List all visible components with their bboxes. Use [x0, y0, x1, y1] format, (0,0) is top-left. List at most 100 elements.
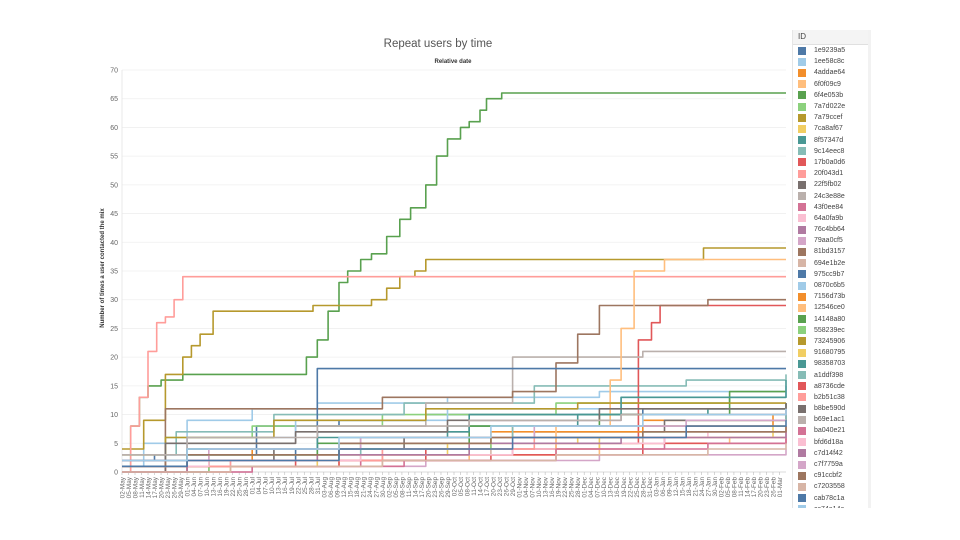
legend-swatch [798, 203, 806, 212]
x-tick-label: 10-Nov [536, 476, 543, 497]
x-tick-label: 03-Jan [653, 477, 660, 497]
series-line-12546ce0[interactable] [122, 258, 786, 473]
series-line-cab78c1a[interactable] [122, 420, 787, 468]
series-line-24c3e88e[interactable] [122, 350, 786, 462]
legend-scrollbar[interactable] [868, 30, 871, 508]
legend-label: 1ee58c8c [814, 58, 845, 66]
legend-label: 694e1b2e [814, 259, 846, 267]
legend-item-79aa0cf5[interactable]: 79aa0cf5 [793, 235, 871, 246]
series-line-6f4e053b[interactable] [122, 92, 786, 473]
legend-item-694e1b2e[interactable]: 694e1b2e [793, 258, 871, 269]
x-tick-label: 05-Oct [458, 477, 465, 496]
x-tick-label: 26-Sep [438, 477, 445, 498]
y-tick-label: 60 [110, 125, 118, 132]
legend-swatch [798, 460, 806, 469]
x-tick-label: 09-Jan [666, 477, 673, 497]
x-tick-label: 26-Oct [504, 477, 511, 496]
legend-swatch [798, 482, 806, 491]
x-tick-label: 29-Sep [445, 477, 452, 498]
x-tick-label: 22-Dec [627, 476, 634, 497]
legend-swatch [798, 449, 806, 458]
legend-item-a8736cde[interactable]: a8736cde [793, 381, 871, 392]
legend-item-975cc9b7[interactable]: 975cc9b7 [793, 269, 871, 280]
x-tick-label: 04-Nov [523, 476, 530, 497]
legend-item-12546ce0[interactable]: 12546ce0 [793, 302, 871, 313]
x-tick-label: 31-Jul [315, 477, 322, 494]
legend-item-1e9239a5[interactable]: 1e9239a5 [793, 45, 871, 56]
legend-item-7a7d022e[interactable]: 7a7d022e [793, 101, 871, 112]
y-tick-label: 50 [110, 182, 118, 189]
legend-item-64a0fa9b[interactable]: 64a0fa9b [793, 213, 871, 224]
legend-item-c91ccbf2[interactable]: c91ccbf2 [793, 470, 871, 481]
legend-swatch [798, 68, 806, 77]
legend-title: ID [793, 30, 871, 45]
legend-item-b2b51c38[interactable]: b2b51c38 [793, 392, 871, 403]
legend-item-81bd3157[interactable]: 81bd3157 [793, 246, 871, 257]
legend-item-cc74a14a[interactable]: cc74a14a [793, 504, 871, 508]
series-line-7a79ccef[interactable] [122, 247, 786, 450]
x-tick-label: 07-Nov [530, 476, 537, 497]
legend-item-cab78c1a[interactable]: cab78c1a [793, 493, 871, 504]
legend-item-43f0ee84[interactable]: 43f0ee84 [793, 202, 871, 213]
series-line-c7203558[interactable] [122, 443, 787, 473]
legend-label: 43f0ee84 [814, 203, 844, 211]
legend-swatch [798, 247, 806, 256]
x-tick-label: 05-Feb [725, 477, 732, 498]
legend-swatch [798, 169, 806, 178]
legend-item-9c14eec8[interactable]: 9c14eec8 [793, 146, 871, 157]
x-tick-label: 10-Jul [269, 477, 276, 494]
legend-item-76c4bb64[interactable]: 76c4bb64 [793, 224, 871, 235]
legend-item-14148a80[interactable]: 14148a80 [793, 314, 871, 325]
legend-item-8f57347d[interactable]: 8f57347d [793, 135, 871, 146]
legend-item-1ee58c8c[interactable]: 1ee58c8c [793, 56, 871, 67]
series-line-b8be590d[interactable] [122, 403, 787, 462]
series-line-cc74a14a[interactable] [122, 408, 787, 462]
x-tick-label: 08-Sep [399, 477, 406, 498]
x-tick-label: 28-Jul [308, 477, 315, 494]
legend-label: c7203558 [814, 483, 845, 491]
legend-item-c7d14f42[interactable]: c7d14f42 [793, 448, 871, 459]
x-tick-label: 21-Jan [692, 477, 699, 497]
legend-item-bfd6d18a[interactable]: bfd6d18a [793, 437, 871, 448]
series-line-17b0a0d6[interactable] [122, 304, 786, 473]
legend-item-ba040e21[interactable]: ba040e21 [793, 425, 871, 436]
x-tick-label: 16-Nov [549, 476, 556, 497]
legend-item-4addae64[interactable]: 4addae64 [793, 67, 871, 78]
legend-item-a1ddf398[interactable]: a1ddf398 [793, 369, 871, 380]
x-tick-label: 22-Jul [295, 477, 302, 494]
legend-swatch [798, 371, 806, 380]
legend-item-20f043d1[interactable]: 20f043d1 [793, 168, 871, 179]
legend-swatch [798, 303, 806, 312]
legend-item-6f4e053b[interactable]: 6f4e053b [793, 90, 871, 101]
legend-label: cc74a14a [814, 506, 844, 508]
x-tick-label: 21-Aug [360, 477, 367, 498]
y-tick-label: 5 [114, 441, 118, 448]
legend-item-73245906[interactable]: 73245906 [793, 336, 871, 347]
legend-item-c7f7759a[interactable]: c7f7759a [793, 459, 871, 470]
series-line-9c14eec8[interactable] [122, 374, 787, 456]
legend-item-98358703[interactable]: 98358703 [793, 358, 871, 369]
legend-item-b69e1ac1[interactable]: b69e1ac1 [793, 414, 871, 425]
legend-item-22f5fb02[interactable]: 22f5fb02 [793, 179, 871, 190]
series-lines [122, 92, 787, 473]
legend-label: 6f0f09c9 [814, 80, 841, 88]
series-line-20f043d1[interactable] [122, 275, 786, 473]
legend-item-7156d73b[interactable]: 7156d73b [793, 291, 871, 302]
legend-item-24c3e88e[interactable]: 24c3e88e [793, 190, 871, 201]
legend-item-17b0a0d6[interactable]: 17b0a0d6 [793, 157, 871, 168]
legend-item-558239ec[interactable]: 558239ec [793, 325, 871, 336]
series-line-81bd3157[interactable] [122, 298, 786, 468]
legend-item-6f0f09c9[interactable]: 6f0f09c9 [793, 79, 871, 90]
legend-item-0870c6b5[interactable]: 0870c6b5 [793, 280, 871, 291]
x-tick-label: 20-May [159, 476, 166, 498]
legend-item-b8be590d[interactable]: b8be590d [793, 403, 871, 414]
legend-item-91680795[interactable]: 91680795 [793, 347, 871, 358]
x-tick-label: 28-Jun [243, 477, 250, 497]
legend-label: 17b0a0d6 [814, 158, 846, 166]
x-tick-label: 08-Feb [731, 477, 738, 498]
legend-item-c7203558[interactable]: c7203558 [793, 481, 871, 492]
legend-item-7a79ccef[interactable]: 7a79ccef [793, 112, 871, 123]
legend-item-7ca8af67[interactable]: 7ca8af67 [793, 123, 871, 134]
legend-label: b69e1ac1 [814, 416, 845, 424]
legend-label: 7a7d022e [814, 103, 846, 111]
